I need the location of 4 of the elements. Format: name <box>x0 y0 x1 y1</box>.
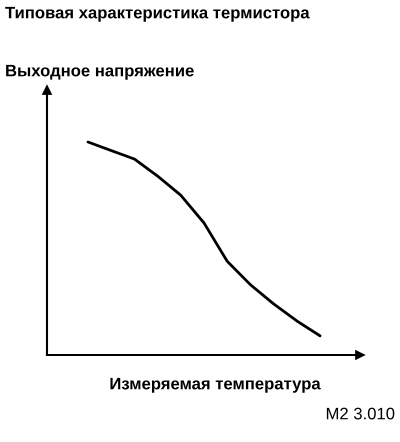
chart-title: Типовая характеристика термистора <box>5 6 310 22</box>
y-axis-title: Выходное напряжение <box>6 64 194 80</box>
text: M2 3.010 <box>326 408 394 420</box>
x-axis-title: Измеряемая температура <box>110 378 321 393</box>
